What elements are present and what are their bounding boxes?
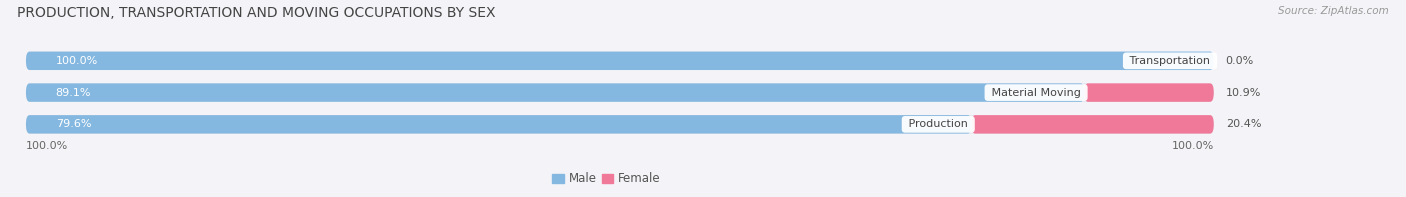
Text: Production: Production (905, 119, 972, 129)
Text: 100.0%: 100.0% (1171, 141, 1213, 151)
FancyBboxPatch shape (25, 52, 1213, 70)
Text: 0.0%: 0.0% (1226, 56, 1254, 66)
FancyBboxPatch shape (1084, 83, 1213, 102)
Text: 100.0%: 100.0% (25, 141, 67, 151)
Text: 79.6%: 79.6% (56, 119, 91, 129)
FancyBboxPatch shape (25, 115, 1213, 134)
FancyBboxPatch shape (25, 83, 1213, 102)
FancyBboxPatch shape (25, 83, 1084, 102)
Legend: Male, Female: Male, Female (547, 168, 665, 190)
Text: PRODUCTION, TRANSPORTATION AND MOVING OCCUPATIONS BY SEX: PRODUCTION, TRANSPORTATION AND MOVING OC… (17, 6, 495, 20)
Text: 10.9%: 10.9% (1226, 88, 1261, 98)
FancyBboxPatch shape (25, 52, 1213, 70)
Text: Source: ZipAtlas.com: Source: ZipAtlas.com (1278, 6, 1389, 16)
Text: 100.0%: 100.0% (56, 56, 98, 66)
FancyBboxPatch shape (25, 115, 972, 134)
Text: 89.1%: 89.1% (56, 88, 91, 98)
Text: Transportation: Transportation (1126, 56, 1213, 66)
Text: Material Moving: Material Moving (988, 88, 1084, 98)
Text: 20.4%: 20.4% (1226, 119, 1261, 129)
FancyBboxPatch shape (972, 115, 1213, 134)
